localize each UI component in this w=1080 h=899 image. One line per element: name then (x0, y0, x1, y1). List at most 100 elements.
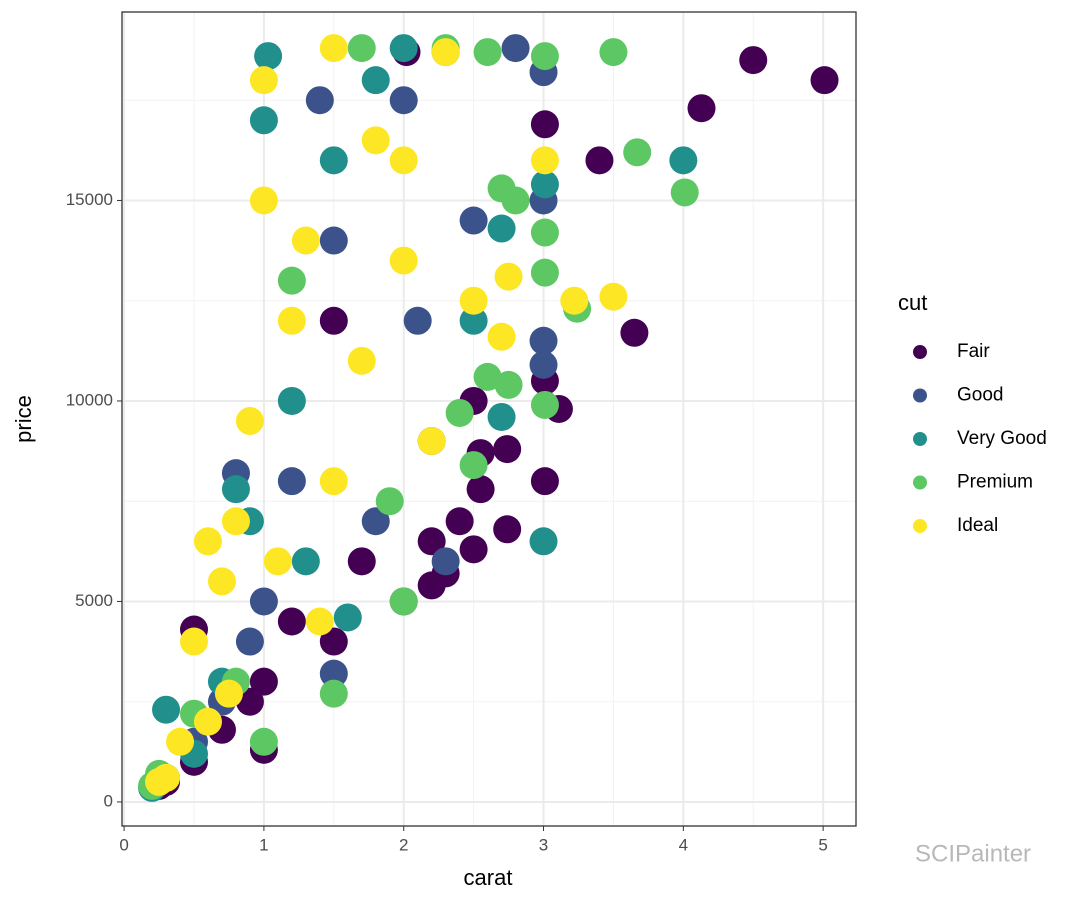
point (493, 435, 522, 464)
point (389, 246, 418, 275)
point (361, 66, 390, 95)
point (319, 226, 348, 255)
point (291, 226, 320, 255)
point (530, 170, 559, 199)
legend-key (913, 475, 927, 490)
x-tick-label: 5 (818, 835, 827, 854)
point (305, 86, 334, 115)
legend-key (913, 432, 927, 446)
point (494, 262, 523, 291)
legend-key (913, 345, 927, 359)
x-tick-label: 2 (399, 835, 408, 854)
point (417, 527, 446, 556)
point (235, 687, 264, 716)
point (277, 386, 306, 415)
watermark: SCIPainter (915, 840, 1031, 867)
point (319, 467, 348, 496)
point (403, 306, 432, 335)
legend-key (913, 388, 927, 403)
point (291, 547, 320, 576)
point (249, 186, 278, 215)
legend-key (913, 519, 927, 533)
point (214, 679, 243, 708)
point (530, 218, 559, 247)
point (599, 282, 628, 311)
point (530, 258, 559, 287)
point (487, 174, 516, 203)
point (319, 34, 348, 63)
point (305, 607, 334, 636)
point (466, 475, 495, 504)
point (487, 214, 516, 243)
legend-label: Good (957, 385, 1003, 406)
legend-label: Ideal (957, 515, 998, 536)
point (235, 407, 264, 436)
point (530, 42, 559, 71)
point (493, 515, 522, 544)
legend-label: Fair (957, 341, 990, 362)
point (389, 86, 418, 115)
y-tick-label: 0 (104, 791, 113, 810)
point (530, 146, 559, 175)
x-axis-label: carat (464, 865, 513, 890)
point (459, 451, 488, 480)
point (417, 427, 446, 456)
point (431, 547, 460, 576)
point (529, 527, 558, 556)
point (254, 42, 283, 71)
point (249, 727, 278, 756)
x-tick-label: 4 (679, 835, 688, 854)
point (193, 527, 222, 556)
point (333, 603, 362, 632)
point (221, 507, 250, 536)
point (180, 627, 209, 656)
legend-label: Very Good (957, 428, 1047, 449)
point (473, 362, 502, 391)
point (494, 370, 523, 399)
point (277, 266, 306, 295)
point (277, 607, 306, 636)
point (620, 318, 649, 347)
point (810, 66, 839, 95)
point (669, 146, 698, 175)
point (599, 38, 628, 67)
point (207, 567, 236, 596)
point (487, 402, 516, 431)
y-tick-label: 15000 (66, 190, 113, 209)
point (687, 94, 716, 123)
point (375, 487, 404, 516)
point (319, 627, 348, 656)
point (347, 346, 376, 375)
point (389, 146, 418, 175)
point (319, 659, 348, 688)
point (473, 38, 502, 67)
point (249, 587, 278, 616)
point (221, 475, 250, 504)
y-tick-label: 5000 (75, 591, 113, 610)
point (529, 326, 558, 355)
panel-border (121, 11, 857, 827)
point (530, 390, 559, 419)
x-tick-label: 1 (259, 835, 268, 854)
point (361, 507, 390, 536)
point (739, 46, 768, 75)
y-tick-label: 10000 (66, 390, 113, 409)
point (193, 707, 222, 736)
point (319, 679, 348, 708)
point (530, 110, 559, 139)
point (529, 350, 558, 379)
point (347, 34, 376, 63)
point (347, 547, 376, 576)
point (670, 178, 699, 207)
point (249, 106, 278, 135)
legend-title: cut (898, 290, 927, 315)
point (249, 66, 278, 95)
point (166, 727, 195, 756)
point (459, 286, 488, 315)
point (235, 627, 264, 656)
point (319, 306, 348, 335)
point (249, 667, 278, 696)
point (277, 467, 306, 496)
point (145, 767, 174, 796)
